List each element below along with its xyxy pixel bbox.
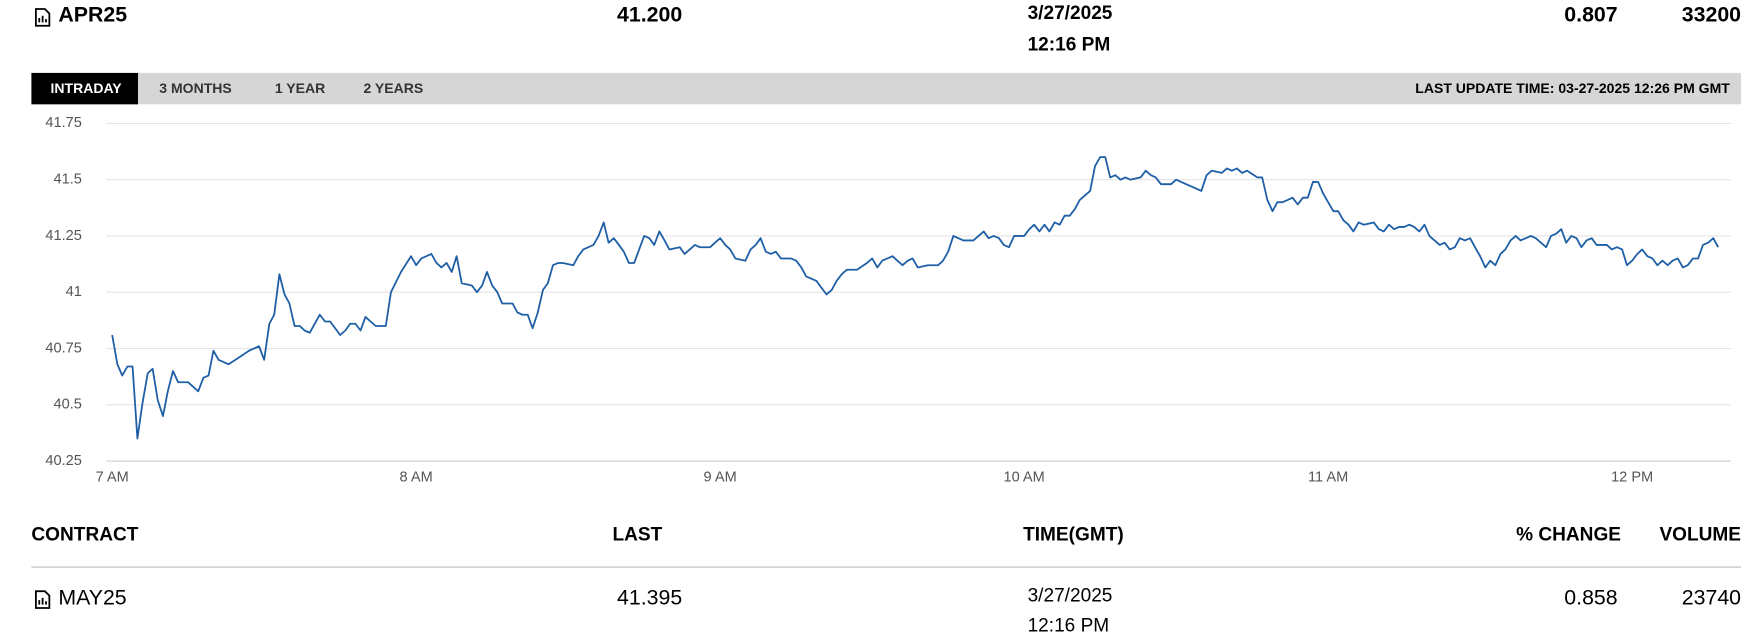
- contract: APR25: [58, 3, 128, 27]
- cell: 23740: [1681, 586, 1742, 611]
- y-tick-label: 41.75: [45, 115, 81, 131]
- column-header: CONTRACT: [31, 523, 139, 546]
- column-header: % CHANGE: [1516, 523, 1622, 546]
- last-price: 41.200: [616, 3, 683, 27]
- x-tick-label: 9 AM: [704, 470, 737, 486]
- date: 3/27/2025: [1027, 2, 1113, 24]
- column-header: TIME(GMT): [1023, 523, 1124, 546]
- cell: 3/27/2025: [1027, 584, 1113, 606]
- tab[interactable]: 3 MONTHS: [159, 80, 232, 97]
- y-tick-label: 40.25: [45, 453, 81, 469]
- x-tick-label: 7 AM: [96, 470, 129, 486]
- price-line: [111, 156, 1719, 440]
- tab-bar: INTRADAY 3 MONTHS 1 YEAR 2 YEARS LAST UP…: [31, 72, 1742, 105]
- y-tick-label: 40.5: [54, 397, 82, 413]
- y-tick-label: 41.25: [45, 228, 81, 244]
- time: 12:16 PM: [1027, 33, 1111, 55]
- tab[interactable]: 2 YEARS: [363, 80, 424, 97]
- x-tick-label: 11 AM: [1308, 470, 1348, 486]
- cell: 12:16 PM: [1027, 614, 1110, 637]
- column-header: LAST: [612, 523, 663, 546]
- chart: 40.25 40.5 40.75 41 41.25 41.5 41.75 7 AM 8 AM 9 …: [45, 115, 1731, 486]
- y-tick-label: 41: [66, 284, 82, 300]
- volume: 33200: [1681, 3, 1742, 27]
- contract-icon: [35, 590, 51, 609]
- tab[interactable]: INTRADAY: [31, 72, 138, 105]
- cell: 41.395: [616, 586, 683, 611]
- cell: 0.858: [1564, 586, 1618, 611]
- x-tick-label: 10 AM: [1003, 470, 1044, 486]
- x-tick-label: 12 PM: [1611, 470, 1653, 486]
- y-tick-label: 41.5: [54, 172, 82, 188]
- contract-icon: [35, 8, 51, 27]
- y-tick-label: 40.75: [45, 340, 81, 356]
- change: 0.807: [1564, 3, 1618, 27]
- tab[interactable]: 1 YEAR: [274, 80, 326, 97]
- last-update: LAST UPDATE TIME: 03-27-2025 12:26 PM GM…: [1415, 80, 1730, 97]
- x-tick-label: 8 AM: [400, 470, 433, 486]
- cell: MAY25: [58, 586, 127, 611]
- separator: [31, 566, 1742, 568]
- column-header: VOLUME: [1659, 523, 1742, 546]
